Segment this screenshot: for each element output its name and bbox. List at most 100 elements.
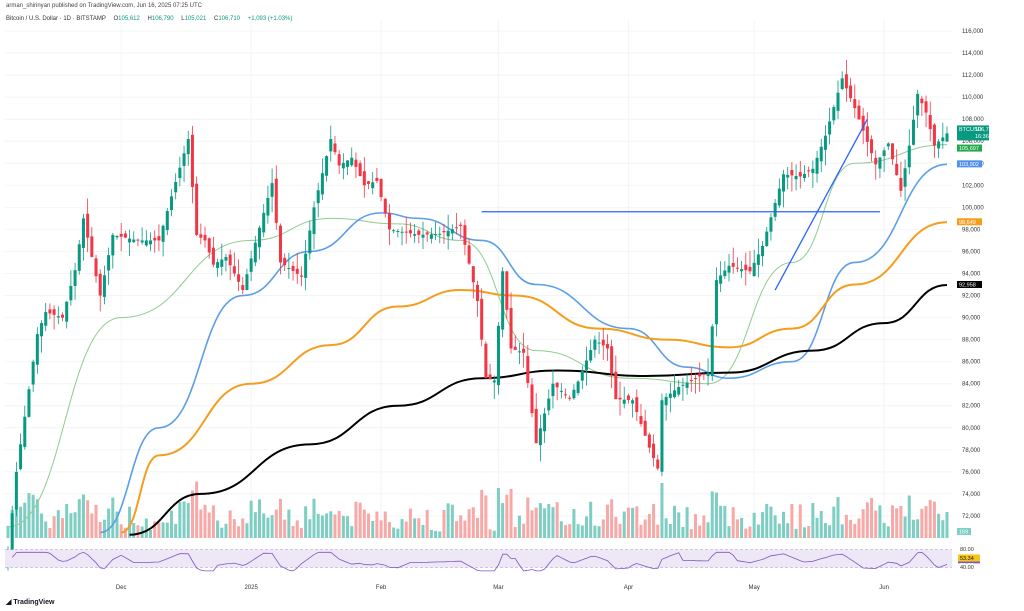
price-tick-label: 100,000	[962, 205, 984, 211]
volume-bar	[752, 512, 756, 538]
rsi-label: 40.00	[960, 565, 974, 571]
volume-bar	[73, 512, 77, 538]
candle-body	[94, 258, 98, 277]
candle-body	[765, 231, 769, 247]
candle-body	[77, 244, 81, 271]
rsi-line	[11, 551, 948, 572]
volume-bar	[278, 498, 282, 538]
candle-body	[509, 307, 513, 349]
candle-body	[547, 398, 551, 411]
candle-body	[262, 212, 266, 233]
candle-body	[798, 172, 802, 177]
ohlc-open: O105,612	[113, 16, 140, 22]
time-tick-label: Apr	[624, 585, 633, 591]
candle-body	[911, 119, 915, 145]
volume-bar	[199, 509, 203, 538]
candle-body	[538, 428, 542, 446]
volume-bar	[555, 502, 559, 538]
candle-body	[668, 393, 672, 398]
candle-body	[23, 416, 27, 447]
volume-bar	[773, 515, 777, 538]
candle-body	[463, 225, 467, 245]
candle-body	[140, 240, 144, 243]
volume-bar	[899, 505, 903, 538]
candle-body	[341, 162, 345, 169]
symbol-title[interactable]: Bitcoin / U.S. Dollar · 1D · BITSTAMP	[6, 16, 106, 22]
price-badge	[957, 125, 989, 141]
volume-bar	[857, 518, 861, 538]
candle-body	[761, 245, 765, 257]
candle-body	[534, 408, 538, 444]
candle-body	[48, 309, 52, 314]
publisher-line: arman_shirinyan published on TradingView…	[6, 3, 203, 9]
volume-bar	[903, 516, 907, 538]
candle-body	[44, 312, 48, 326]
rsi-label: 53.34	[960, 556, 974, 562]
price-tick-label: 108,000	[962, 117, 984, 123]
volume-bar	[735, 519, 739, 538]
volume-bar	[77, 499, 81, 538]
volume-bar	[761, 512, 765, 538]
candle-body	[111, 234, 115, 256]
price-badge	[957, 218, 982, 226]
volume-bar	[626, 507, 630, 538]
tradingview-logo-text: TradingView	[13, 599, 55, 606]
candle-body	[584, 360, 589, 371]
price-tick-label: 78,000	[962, 448, 981, 454]
candle-body	[895, 163, 899, 176]
volume-bar	[216, 520, 220, 538]
candle-body	[928, 114, 932, 130]
candle-body	[496, 325, 500, 386]
candle-body	[501, 271, 505, 330]
candle-body	[652, 443, 656, 459]
volume-bar	[731, 507, 735, 538]
volume-bar	[404, 521, 408, 538]
volume-bar	[882, 522, 886, 538]
volume-bar	[538, 503, 542, 538]
candle-body	[773, 202, 777, 217]
price-tick-label: 92,000	[962, 294, 981, 300]
candle-body	[639, 416, 643, 424]
price-axis: 72,000 74,000 76,000 78,000 80,000 82,000 84,0…	[962, 29, 984, 520]
candle-body	[278, 225, 282, 263]
trendlines	[481, 118, 880, 291]
candle-body	[27, 389, 31, 417]
volume-bar	[517, 515, 521, 538]
candle-body	[123, 233, 127, 238]
candle-body	[853, 98, 857, 109]
volume-bar	[886, 526, 890, 538]
volume-bar	[509, 488, 513, 538]
volume-bar	[849, 519, 853, 538]
candle-body	[312, 207, 316, 235]
candle-body	[828, 121, 832, 135]
candle-body	[580, 371, 584, 381]
tradingview-logo[interactable]: ◢ TradingView	[6, 598, 54, 606]
candle-body	[203, 234, 207, 241]
candle-body	[136, 239, 140, 241]
candle-body	[425, 232, 429, 235]
candle-body	[782, 174, 786, 192]
volume-bar	[392, 527, 396, 538]
volume-bar	[434, 530, 438, 538]
candle-body	[790, 170, 794, 176]
volume-bar	[237, 526, 241, 538]
volume-bar	[266, 517, 270, 538]
volume-bar	[823, 523, 827, 538]
candle-body	[371, 182, 375, 189]
volume-bar	[639, 524, 643, 538]
price-tick-label: 110,000	[962, 95, 984, 101]
candle-body	[442, 230, 446, 233]
candle-body	[98, 273, 102, 296]
candle-body	[941, 137, 945, 142]
candle-body	[844, 74, 848, 89]
candle-body	[488, 374, 492, 380]
candle-body	[149, 240, 153, 245]
volume-bar	[589, 501, 593, 538]
volume-bar	[551, 507, 555, 538]
volume-bar	[471, 507, 475, 538]
candle-body	[308, 230, 312, 254]
candle-body	[438, 233, 442, 235]
volume-bar	[832, 506, 836, 538]
volume-bar	[19, 506, 23, 538]
